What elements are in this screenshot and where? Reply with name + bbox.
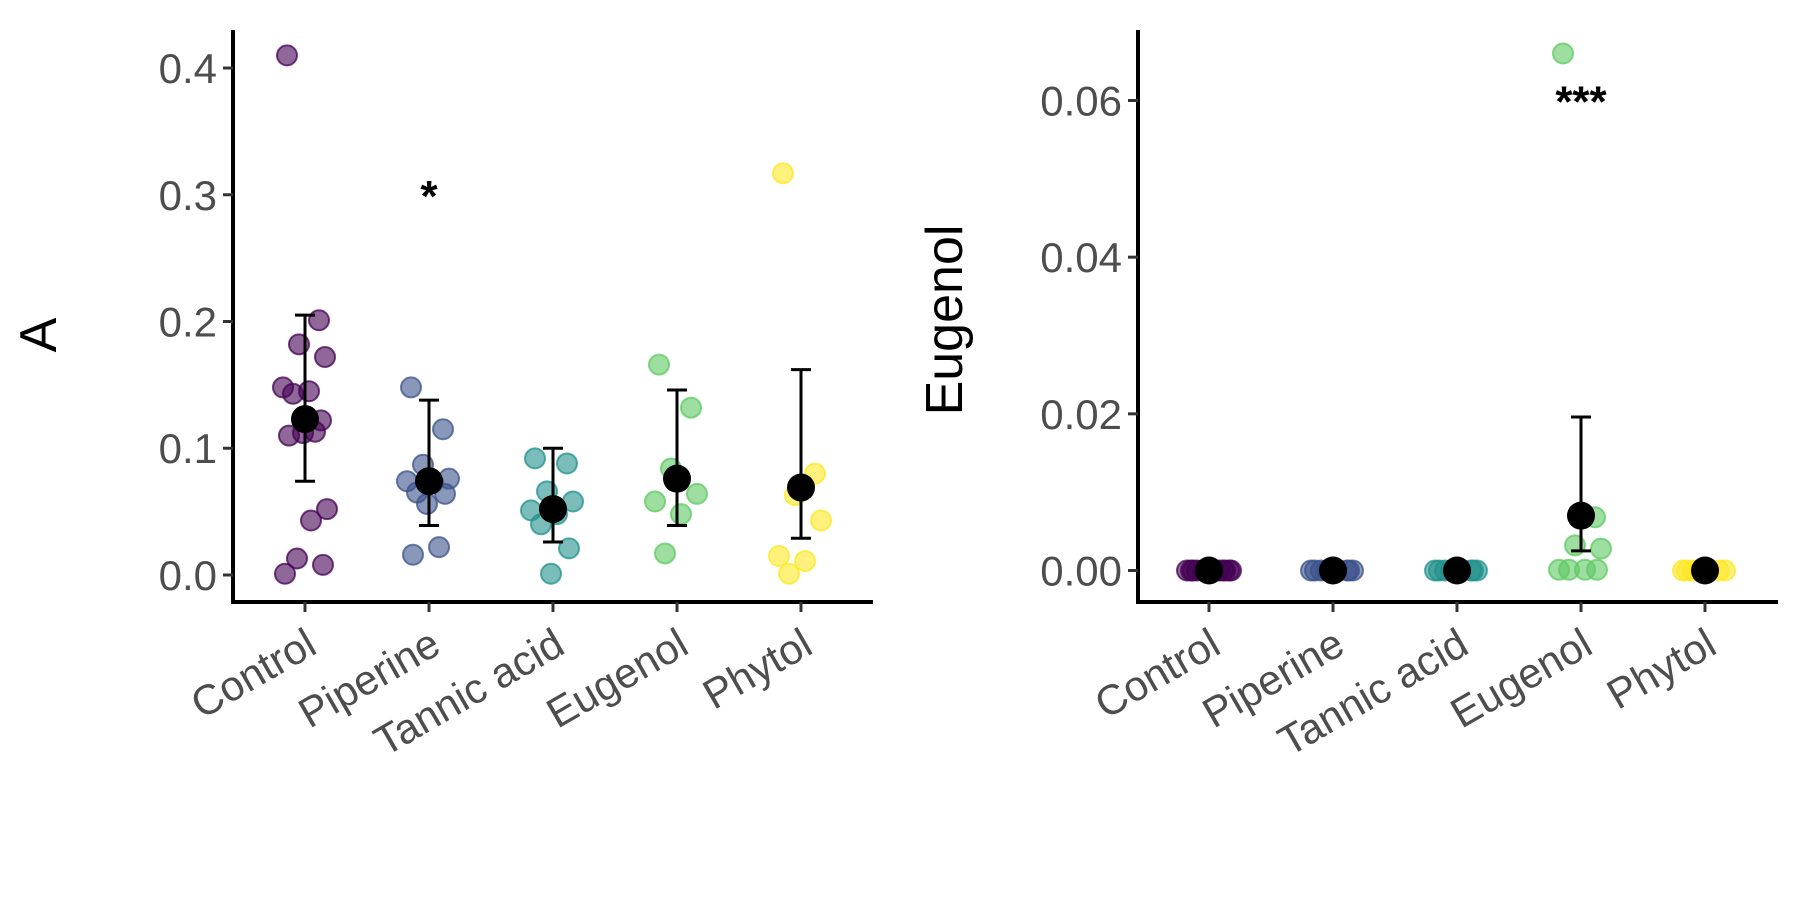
significance-label: * [420, 172, 438, 221]
y-tick-label: 0.4 [159, 45, 217, 92]
x-tick-label: Phytol [695, 619, 820, 718]
x-tick-label: Phytol [1599, 619, 1724, 718]
data-point [286, 547, 308, 570]
mean-point [291, 405, 319, 434]
data-point [1590, 537, 1612, 560]
y-tick-label: 0.1 [159, 425, 217, 472]
mean-point [787, 473, 815, 502]
mean-point [1567, 501, 1595, 530]
data-point [810, 509, 832, 532]
data-point [644, 490, 666, 513]
data-point [524, 447, 546, 470]
data-point [400, 376, 422, 399]
data-point [556, 452, 578, 475]
data-point [300, 509, 322, 532]
data-point [282, 382, 304, 405]
mean-point [1691, 556, 1719, 585]
mean-point [1319, 556, 1347, 585]
y-axis-title: Eugenol [916, 225, 974, 416]
y-tick-label: 0.0 [159, 552, 217, 599]
data-point [540, 562, 562, 585]
mean-point [1195, 556, 1223, 585]
data-point [772, 162, 794, 185]
mean-point [539, 495, 567, 524]
data-point [680, 396, 702, 419]
data-point [768, 544, 790, 567]
data-point [558, 537, 580, 560]
data-point [308, 309, 330, 332]
data-point [648, 353, 670, 376]
y-tick-label: 0.06 [1040, 78, 1122, 125]
data-point [670, 503, 692, 526]
data-point [314, 345, 336, 368]
data-point [312, 553, 334, 576]
y-tick-label: 0.00 [1040, 548, 1122, 595]
mean-point [1443, 556, 1471, 585]
mean-point [663, 464, 691, 493]
significance-label: *** [1555, 78, 1607, 127]
data-point [686, 482, 708, 505]
data-point [1586, 558, 1608, 581]
data-point [794, 550, 816, 573]
panel-eugenol: 0.000.020.040.06EugenolControlPiperineTa… [916, 30, 1778, 765]
data-point [428, 536, 450, 559]
data-point [278, 424, 300, 447]
data-point [432, 418, 454, 441]
x-tick-label: Eugenol [1443, 619, 1600, 737]
y-axis-title: A [10, 317, 68, 352]
data-point [316, 498, 338, 521]
x-tick-label: Eugenol [539, 619, 696, 737]
data-point [778, 562, 800, 585]
data-point [274, 562, 296, 585]
data-point [1558, 558, 1580, 581]
mean-point [415, 467, 443, 496]
data-point [1220, 559, 1242, 582]
y-tick-label: 0.2 [159, 299, 217, 346]
data-point [416, 493, 438, 516]
data-point [402, 543, 424, 566]
data-point [1552, 42, 1574, 65]
data-point [654, 542, 676, 565]
data-point [276, 44, 298, 67]
y-tick-label: 0.02 [1040, 391, 1122, 438]
y-tick-label: 0.04 [1040, 234, 1122, 281]
y-tick-label: 0.3 [159, 172, 217, 219]
